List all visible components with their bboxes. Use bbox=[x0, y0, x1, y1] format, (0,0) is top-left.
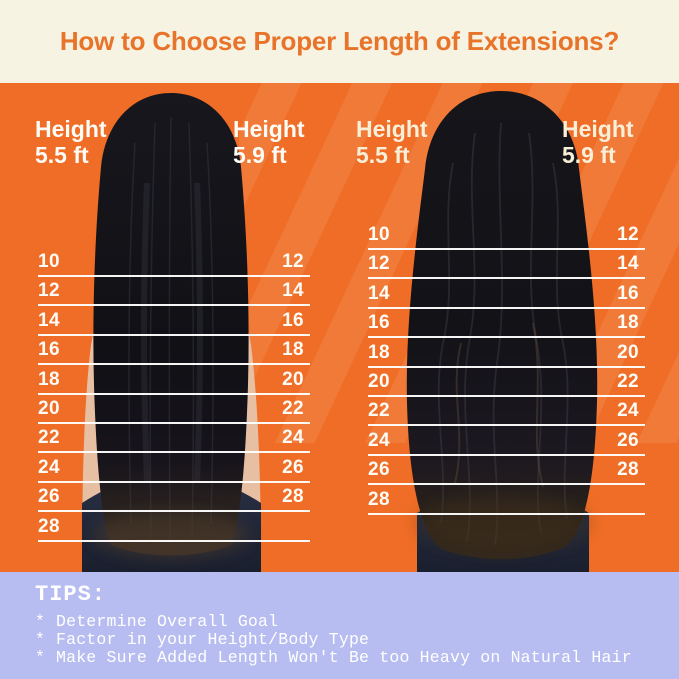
length-row: 10 12 bbox=[38, 247, 310, 277]
hair-strands bbox=[128, 116, 214, 544]
length-value-short-height: 14 bbox=[38, 309, 60, 331]
length-row: 10 12 bbox=[368, 220, 645, 250]
length-value-tall-height: 14 bbox=[617, 253, 639, 275]
height-label-left-59: Height 5.9 ft bbox=[233, 116, 305, 168]
wavy-hair-photo bbox=[406, 91, 598, 572]
height-word: Height bbox=[233, 116, 305, 142]
length-value-tall-height: 28 bbox=[617, 459, 639, 481]
hair-tips bbox=[418, 495, 588, 551]
length-value-short-height: 20 bbox=[38, 398, 60, 419]
height-word: Height bbox=[35, 116, 107, 142]
straight-hair-photo bbox=[82, 93, 261, 572]
length-value-tall-height: 20 bbox=[282, 368, 304, 390]
length-value-tall-height: 16 bbox=[282, 309, 304, 331]
length-value-tall-height: 16 bbox=[617, 282, 639, 304]
length-value-short-height: 28 bbox=[38, 515, 60, 537]
length-value-short-height: 20 bbox=[368, 371, 390, 392]
length-value-tall-height: 18 bbox=[282, 339, 304, 361]
length-value-short-height: 10 bbox=[368, 224, 390, 245]
length-row: 24 26 bbox=[38, 453, 310, 483]
length-value-tall-height: 22 bbox=[282, 398, 304, 419]
length-value-short-height: 16 bbox=[368, 312, 390, 334]
tip-item: * Determine Overall Goal bbox=[35, 612, 278, 631]
length-row: 18 20 bbox=[38, 365, 310, 395]
tip-bullet: * bbox=[35, 630, 46, 649]
length-row: 16 18 bbox=[368, 308, 645, 339]
height-word: Height bbox=[356, 116, 428, 142]
length-row: 20 22 bbox=[38, 394, 310, 424]
length-row: 24 26 bbox=[368, 426, 645, 456]
length-value-short-height: 12 bbox=[38, 280, 60, 302]
length-row: 28 bbox=[38, 512, 310, 542]
height-word: Height bbox=[562, 116, 634, 142]
length-row: 26 28 bbox=[368, 455, 645, 486]
length-value-short-height: 12 bbox=[368, 253, 390, 275]
tip-item: * Make Sure Added Length Won't Be too Hea… bbox=[35, 648, 632, 667]
tip-text: Determine Overall Goal bbox=[56, 612, 279, 631]
height-value: 5.9 ft bbox=[233, 142, 287, 169]
length-value-tall-height: 20 bbox=[617, 341, 639, 363]
height-value: 5.5 ft bbox=[356, 142, 410, 169]
length-value-short-height: 24 bbox=[38, 456, 60, 478]
length-row: 12 14 bbox=[38, 276, 310, 307]
main-section: Height 5.5 ft Height 5.9 ft Height 5.5 f… bbox=[0, 83, 679, 572]
length-value-short-height: 16 bbox=[38, 339, 60, 361]
hair-tips bbox=[93, 511, 249, 559]
length-row: 16 18 bbox=[38, 335, 310, 366]
height-label-right-59: Height 5.9 ft bbox=[562, 116, 634, 168]
length-value-short-height: 22 bbox=[38, 427, 60, 449]
length-value-short-height: 18 bbox=[38, 368, 60, 390]
hair-silhouette bbox=[93, 93, 249, 556]
length-value-tall-height: 22 bbox=[617, 371, 639, 392]
length-value-tall-height: 24 bbox=[282, 427, 304, 449]
tip-text: Factor in your Height/Body Type bbox=[56, 630, 370, 649]
length-row: 22 24 bbox=[368, 396, 645, 427]
length-value-tall-height: 26 bbox=[282, 456, 304, 478]
length-value-tall-height: 18 bbox=[617, 312, 639, 334]
length-value-short-height: 22 bbox=[368, 400, 390, 422]
length-value-tall-height: 26 bbox=[617, 429, 639, 451]
length-value-tall-height: 12 bbox=[617, 224, 639, 245]
length-value-short-height: 18 bbox=[368, 341, 390, 363]
tip-bullet: * bbox=[35, 612, 46, 631]
length-row: 14 16 bbox=[368, 279, 645, 309]
length-value-short-height: 28 bbox=[368, 488, 390, 510]
tip-bullet: * bbox=[35, 648, 46, 667]
height-value: 5.5 ft bbox=[35, 142, 89, 169]
hair-shine bbox=[141, 182, 203, 484]
length-value-short-height: 26 bbox=[38, 486, 60, 508]
length-row: 26 28 bbox=[38, 482, 310, 513]
length-value-short-height: 10 bbox=[38, 251, 60, 272]
page-title: How to Choose Proper Length of Extension… bbox=[59, 26, 620, 56]
length-row: 22 24 bbox=[38, 423, 310, 454]
tips-heading: TIPS: bbox=[35, 582, 107, 607]
length-row: 14 16 bbox=[38, 306, 310, 336]
curl-highlights bbox=[454, 322, 544, 488]
hair-silhouette bbox=[406, 91, 598, 560]
tip-item: * Factor in your Height/Body Type bbox=[35, 630, 369, 649]
length-row: 18 20 bbox=[368, 338, 645, 368]
length-value-short-height: 26 bbox=[368, 459, 390, 481]
length-value-short-height: 24 bbox=[368, 429, 390, 451]
length-value-tall-height: 24 bbox=[617, 400, 639, 422]
length-value-short-height: 14 bbox=[368, 282, 390, 304]
length-row: 20 22 bbox=[368, 367, 645, 397]
height-label-right-55: Height 5.5 ft bbox=[356, 116, 428, 168]
length-ruler-wavy: 10 12 12 14 14 16 16 18 18 20 20 22 22 24 24 26 26 28 28 bbox=[368, 83, 645, 572]
length-ruler-straight: 10 12 12 14 14 16 16 18 18 20 20 22 22 24 24 26 26 28 28 bbox=[38, 83, 310, 572]
length-value-tall-height: 12 bbox=[282, 251, 304, 272]
height-value: 5.9 ft bbox=[562, 142, 616, 169]
length-value-tall-height: 28 bbox=[282, 486, 304, 508]
header-band: How to Choose Proper Length of Extension… bbox=[0, 0, 679, 83]
length-value-tall-height: 14 bbox=[282, 280, 304, 302]
length-row: 12 14 bbox=[368, 249, 645, 280]
height-label-left-55: Height 5.5 ft bbox=[35, 116, 107, 168]
tips-section: TIPS: * Determine Overall Goal * Factor in… bbox=[0, 572, 679, 679]
tip-text: Make Sure Added Length Won't Be too Heav… bbox=[56, 648, 632, 667]
length-row: 28 bbox=[368, 485, 645, 515]
